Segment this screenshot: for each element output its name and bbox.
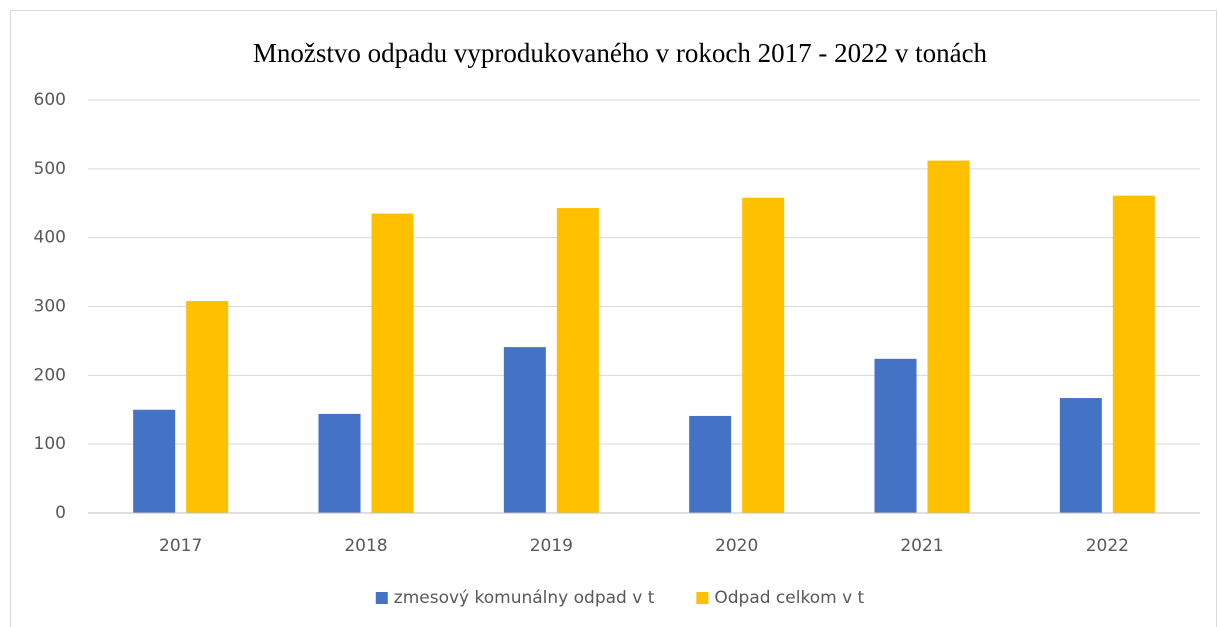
y-tick-label: 200 <box>34 365 66 385</box>
x-tick-label: 2018 <box>344 536 387 556</box>
legend-label: zmesový komunálny odpad v t <box>394 588 655 608</box>
legend-swatch <box>375 592 388 604</box>
x-tick-label: 2019 <box>530 536 573 556</box>
x-tick-label: 2017 <box>159 536 202 556</box>
y-tick-label: 300 <box>34 297 66 317</box>
bar <box>371 213 414 513</box>
chart-title: Množstvo odpadu vyprodukovaného v rokoch… <box>253 38 988 68</box>
x-tick-label: 2021 <box>900 536 943 556</box>
bar <box>874 358 917 513</box>
legend-swatch <box>696 592 709 604</box>
y-tick-label: 100 <box>34 434 66 454</box>
bar <box>503 347 546 513</box>
y-tick-label: 400 <box>34 228 66 248</box>
bar <box>1059 398 1102 513</box>
bar <box>318 413 361 513</box>
bar <box>689 415 732 513</box>
y-tick-label: 500 <box>34 159 66 179</box>
bar <box>1112 195 1155 513</box>
bar <box>556 208 599 513</box>
bar <box>186 300 229 513</box>
y-tick-label: 0 <box>55 503 66 523</box>
legend-label: Odpad celkom v t <box>714 588 864 608</box>
y-tick-label: 600 <box>34 90 66 110</box>
bar <box>927 160 970 513</box>
bar <box>742 197 785 513</box>
bar <box>133 409 176 513</box>
x-tick-label: 2020 <box>715 536 758 556</box>
x-tick-label: 2022 <box>1086 536 1129 556</box>
